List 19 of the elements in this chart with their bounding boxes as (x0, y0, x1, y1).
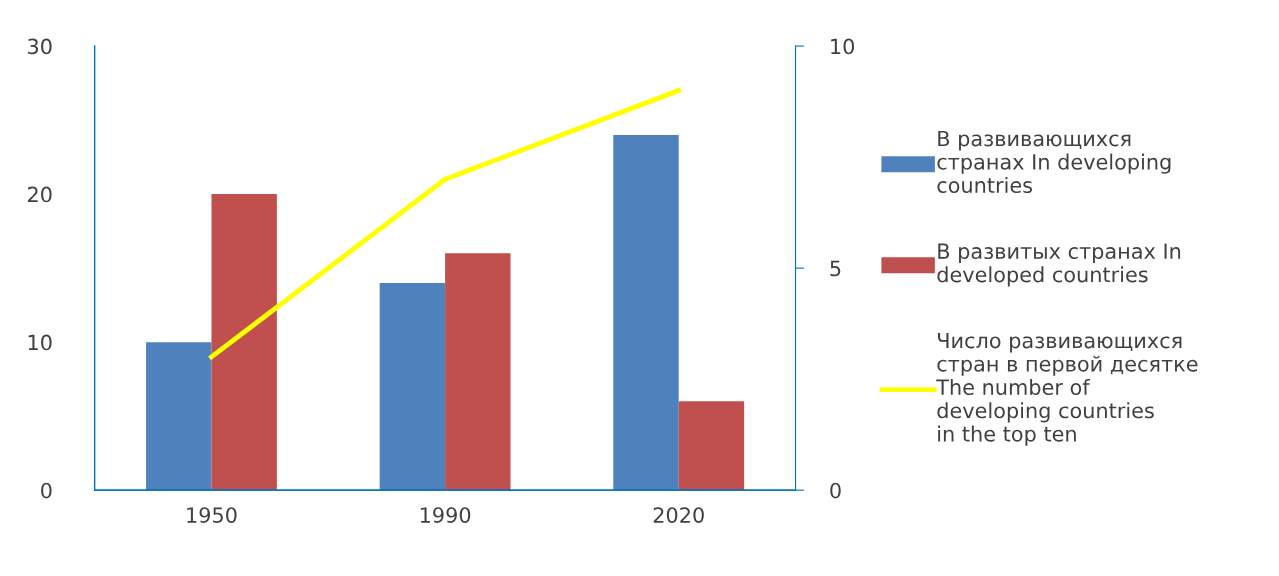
y2-tick-label: 0 (830, 482, 841, 499)
bar (146, 342, 212, 491)
x-tick-label: 2020 (653, 507, 704, 523)
bar (211, 194, 277, 491)
y-tick-label: 0 (41, 482, 52, 499)
y2-tick-label: 5 (830, 260, 841, 277)
bar (445, 253, 511, 491)
bar (613, 134, 679, 491)
legend-label: В развитых странах In developed countries (937, 243, 1181, 287)
x-tick-label: 1990 (420, 507, 471, 523)
bar (678, 401, 745, 491)
y-tick-label: 10 (28, 334, 52, 351)
legend-label: Число развивающихся стран в первой десятке The number of developing countries in the top ten (936, 332, 1198, 446)
x-tick-label: 1950 (187, 507, 237, 523)
legend-label: В развивающихся странах In developing countries (937, 130, 1171, 194)
y-tick-label: 20 (28, 186, 52, 203)
bar (379, 282, 446, 491)
y-tick-label: 30 (28, 38, 52, 55)
y2-tick-label: 10 (831, 38, 854, 55)
